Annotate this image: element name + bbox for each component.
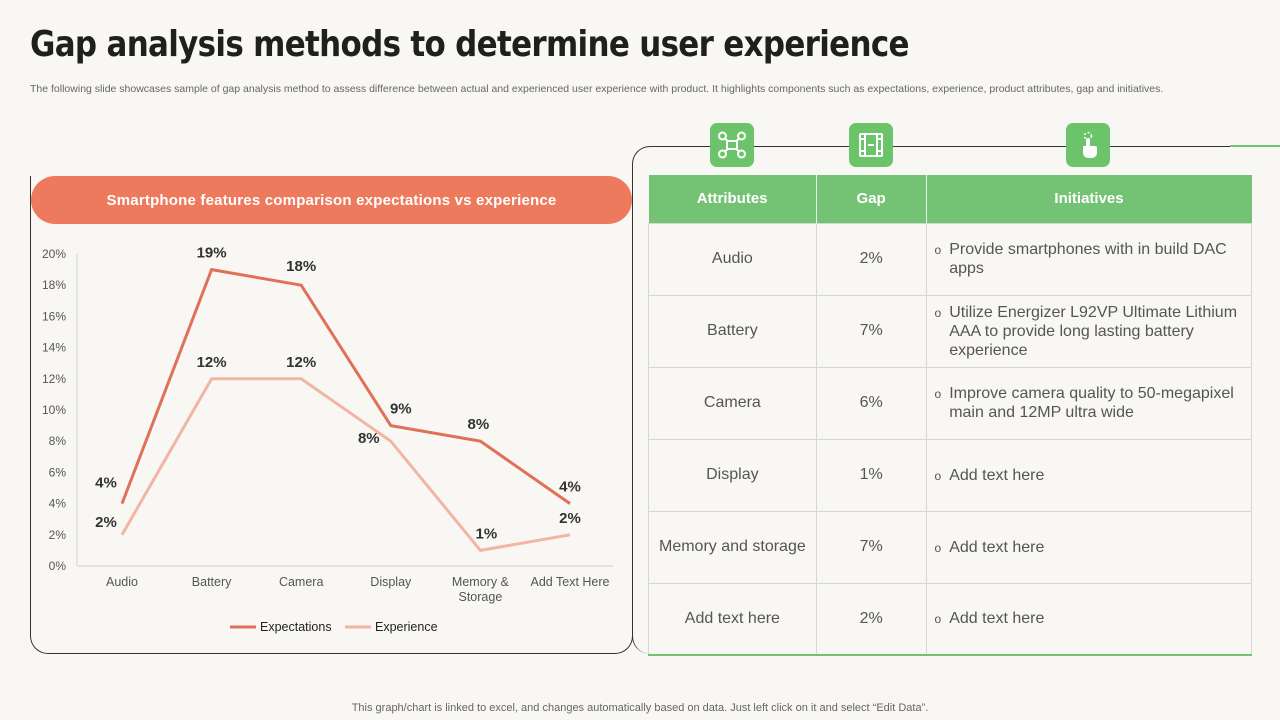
initiative-text: Improve camera quality to 50-megapixel m… xyxy=(949,385,1234,421)
gap-cell: 1% xyxy=(815,438,927,512)
drone-icon xyxy=(710,123,754,167)
table-row: Add text here 2% o Add text here xyxy=(648,582,1253,656)
gap-cell: 2% xyxy=(815,582,927,656)
gap-cell: 2% xyxy=(815,222,927,296)
initiative-text: Add text here xyxy=(949,466,1045,484)
data-label: 4% xyxy=(559,479,581,496)
initiative-cell: o Utilize Energizer L92VP Ultimate Lithiu… xyxy=(925,294,1253,368)
initiative-text: Utilize Energizer L92VP Ultimate Lithium… xyxy=(949,303,1238,359)
table-row: Audio 2% o Provide smartphones with in bu… xyxy=(648,222,1253,296)
header-initiatives: Initiatives xyxy=(926,175,1252,223)
attribute-cell: Add text here xyxy=(648,582,817,656)
gap-cell: 7% xyxy=(815,294,927,368)
bullet-icon: o xyxy=(934,540,942,555)
table-row: Camera 6% o Improve camera quality to 50-… xyxy=(648,366,1253,440)
page-title: Gap analysis methods to determine user e… xyxy=(30,24,910,65)
initiative-cell: o Add text here xyxy=(925,582,1253,656)
data-label: 19% xyxy=(197,245,227,262)
initiative-cell: o Improve camera quality to 50-megapixel … xyxy=(925,366,1253,440)
line-chart[interactable]: 0% 2% 4% 6% 8% 10% 12% 14% 16% 18% 20% Audio Battery… xyxy=(30,230,630,650)
attribute-cell: Camera xyxy=(648,366,817,440)
table-header-row: Attributes Gap Initiatives xyxy=(648,175,1252,223)
header-attributes: Attributes xyxy=(648,175,817,223)
legend-label: Experience xyxy=(375,620,438,634)
table-panel xyxy=(632,146,1252,654)
series-line-expectations xyxy=(120,267,571,505)
bullet-icon: o xyxy=(934,612,942,627)
data-label: 8% xyxy=(358,430,380,447)
data-label: 18% xyxy=(286,258,316,275)
header-gap: Gap xyxy=(816,175,927,223)
x-tick-label: Camera xyxy=(279,575,324,589)
initiative-cell: o Add text here xyxy=(925,510,1253,584)
attribute-cell: Audio xyxy=(648,222,817,296)
bullet-icon: o xyxy=(934,243,942,257)
initiative-text: Add text here xyxy=(949,538,1045,556)
footer-note: This graph/chart is linked to excel, and… xyxy=(351,702,929,714)
series-line-experience xyxy=(120,377,571,553)
hand-touch-icon xyxy=(1066,123,1110,167)
bullet-icon: o xyxy=(934,305,942,320)
initiative-cell: o Provide smartphones with in build DAC a… xyxy=(925,222,1253,296)
attribute-cell: Battery xyxy=(648,294,817,368)
x-tick-label: Display xyxy=(370,575,412,589)
accent-line xyxy=(1230,145,1280,147)
gap-cell: 6% xyxy=(815,366,927,440)
table-row: Display 1% o Add text here xyxy=(648,438,1253,512)
attribute-cell: Display xyxy=(648,438,817,512)
x-tick-label: Battery xyxy=(192,575,232,589)
initiative-text: Provide smartphones with in build DAC ap… xyxy=(949,241,1227,277)
chart-header: Smartphone features comparison expectati… xyxy=(31,176,632,224)
y-tick-label: 4% xyxy=(49,497,67,511)
y-tick-label: 2% xyxy=(49,528,67,542)
data-label: 12% xyxy=(286,354,316,371)
x-tick-label: Audio xyxy=(106,575,138,589)
data-label: 2% xyxy=(559,510,581,527)
data-label: 12% xyxy=(197,354,227,371)
y-tick-label: 6% xyxy=(49,465,67,479)
y-tick-label: 10% xyxy=(42,403,66,417)
gap-cell: 7% xyxy=(815,510,927,584)
film-frame-icon xyxy=(849,123,893,167)
y-tick-label: 14% xyxy=(42,341,66,355)
y-tick-label: 8% xyxy=(49,434,67,448)
bullet-icon: o xyxy=(934,468,942,483)
x-tick-label: Add Text Here xyxy=(531,575,610,589)
initiative-text: Add text here xyxy=(949,610,1045,628)
y-tick-label: 0% xyxy=(49,559,67,573)
data-label: 1% xyxy=(476,525,498,542)
bullet-icon: o xyxy=(934,387,942,401)
table-row: Memory and storage 7% o Add text here xyxy=(648,510,1253,584)
data-label: 4% xyxy=(95,475,117,492)
gap-analysis-table: Attributes Gap Initiatives Audio 2% o Pro… xyxy=(648,175,1253,656)
table-row: Battery 7% o Utilize Energizer L92VP Ulti… xyxy=(648,294,1253,368)
data-label: 2% xyxy=(95,514,117,531)
data-label: 9% xyxy=(390,401,412,418)
data-label: 8% xyxy=(468,416,490,433)
page-subtitle: The following slide showcases sample of … xyxy=(30,83,1164,95)
y-tick-label: 18% xyxy=(42,278,66,292)
attribute-cell: Memory and storage xyxy=(648,510,817,584)
initiative-cell: o Add text here xyxy=(925,438,1253,512)
x-tick-label: Memory & Storage xyxy=(452,575,510,604)
y-tick-label: 12% xyxy=(42,372,66,386)
y-tick-label: 20% xyxy=(42,247,66,261)
legend-label: Expectations xyxy=(260,620,332,634)
y-tick-label: 16% xyxy=(42,309,66,323)
